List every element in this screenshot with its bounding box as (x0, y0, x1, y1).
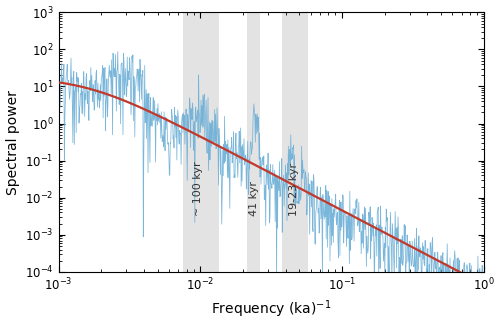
Text: 41 kyr: 41 kyr (249, 181, 259, 216)
Text: 19-23 kyr: 19-23 kyr (289, 163, 299, 216)
Bar (182, 12, 219, 272)
Bar (248, 12, 260, 272)
X-axis label: Frequency (ka)$^{-1}$: Frequency (ka)$^{-1}$ (211, 299, 332, 320)
Bar (282, 12, 308, 272)
Y-axis label: Spectral power: Spectral power (6, 90, 20, 195)
Text: ~ 100 kyr: ~ 100 kyr (194, 162, 203, 216)
